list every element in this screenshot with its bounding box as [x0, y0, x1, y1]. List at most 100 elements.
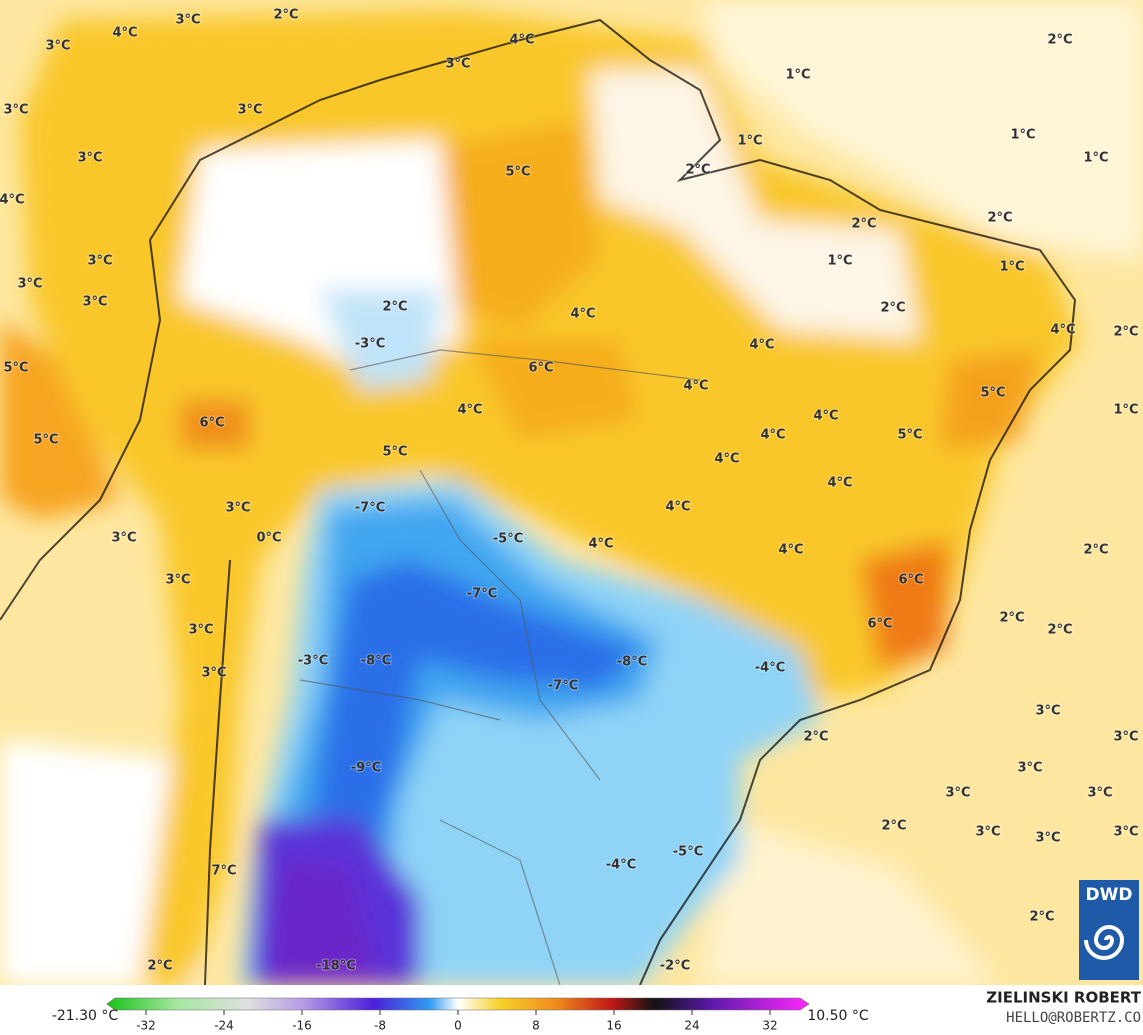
temperature-label: 4°C	[778, 543, 803, 558]
temperature-label: -18°C	[316, 959, 356, 974]
temperature-label: 1°C	[785, 68, 810, 83]
colorbar-tick-label: -16	[292, 1019, 312, 1033]
temperature-label: 2°C	[999, 611, 1024, 626]
temperature-label: 2°C	[881, 819, 906, 834]
temperature-label: 3°C	[1087, 786, 1112, 801]
temperature-label: 4°C	[683, 379, 708, 394]
temperature-label: 2°C	[803, 730, 828, 745]
colorbar-ticks: -32 -24 -16 -8 0 8 16 24 32	[136, 1010, 778, 1033]
colorbar-tick-label: 24	[684, 1019, 699, 1033]
temperature-label: 2°C	[851, 217, 876, 232]
colorbar-max-label: 10.50 °C	[807, 1008, 869, 1024]
temperature-label: 3°C	[165, 573, 190, 588]
temperature-label: 3°C	[87, 254, 112, 269]
temperature-label: 2°C	[1113, 325, 1138, 340]
temperature-label: 5°C	[33, 433, 58, 448]
temperature-label: 6°C	[528, 361, 553, 376]
colorbar-tick-label: 0	[454, 1019, 462, 1033]
temperature-label: -4°C	[606, 858, 636, 873]
temperature-label: 2°C	[1047, 623, 1072, 638]
colorbar-tick-label: 16	[606, 1019, 621, 1033]
temperature-label: 3°C	[175, 13, 200, 28]
temperature-label: 4°C	[714, 452, 739, 467]
temperature-label: 6°C	[898, 573, 923, 588]
temperature-label: 0°C	[256, 531, 281, 546]
temperature-label: 5°C	[505, 165, 530, 180]
temperature-label: 1°C	[1083, 151, 1108, 166]
temperature-label: 4°C	[588, 537, 613, 552]
temperature-label: -7°C	[467, 587, 497, 602]
temperature-label: 4°C	[112, 26, 137, 41]
temperature-label: -3°C	[355, 337, 385, 352]
temperature-label: 3°C	[945, 786, 970, 801]
temperature-label: -4°C	[755, 661, 785, 676]
temperature-label: 7°C	[211, 864, 236, 879]
temperature-label: -9°C	[351, 761, 381, 776]
temperature-label: -2°C	[660, 959, 690, 974]
temperature-label: -8°C	[617, 655, 647, 670]
temperature-label: 3°C	[111, 531, 136, 546]
temperature-label: 4°C	[570, 307, 595, 322]
temperature-label: 4°C	[827, 476, 852, 491]
temperature-label: 5°C	[980, 386, 1005, 401]
temperature-label: 4°C	[665, 500, 690, 515]
temperature-label: 3°C	[1113, 825, 1138, 840]
temperature-label: 2°C	[1047, 33, 1072, 48]
temperature-label: 3°C	[82, 295, 107, 310]
temperature-label: 2°C	[685, 163, 710, 178]
colorbar-tick-label: -32	[136, 1019, 156, 1033]
temperature-label: 4°C	[760, 428, 785, 443]
colorbar-tick-label: 32	[762, 1019, 777, 1033]
temperature-label: -8°C	[361, 654, 391, 669]
temperature-label: 1°C	[1010, 128, 1035, 143]
temperature-label: 3°C	[45, 39, 70, 54]
temperature-label: -5°C	[493, 532, 523, 547]
temperature-label: 3°C	[77, 151, 102, 166]
temperature-label: -7°C	[355, 501, 385, 516]
temperature-label: 4°C	[749, 338, 774, 353]
temperature-label: 2°C	[1083, 543, 1108, 558]
temperature-label: 3°C	[17, 277, 42, 292]
colorbar-tick-label: -8	[374, 1019, 386, 1033]
temperature-label: 4°C	[1050, 323, 1075, 338]
temperature-label: 3°C	[1017, 761, 1042, 776]
temperature-label: 4°C	[813, 409, 838, 424]
temperature-labels: 3°C 2°C 3°C 4°C 4°C 3°C 2°C 1°C 3°C 3°C 1°C 1°C 3°C 1…	[0, 7, 1140, 975]
temperature-label: 3°C	[237, 103, 262, 118]
temperature-label: 5°C	[897, 428, 922, 443]
temperature-label: 6°C	[199, 416, 224, 431]
temperature-label: 1°C	[999, 260, 1024, 275]
temperature-label: 3°C	[1035, 831, 1060, 846]
email: HELLO@ROBERTZ.CO	[1006, 1010, 1141, 1026]
temperature-label: 3°C	[3, 103, 28, 118]
colorbar-min-label: -21.30 °C	[52, 1008, 119, 1024]
temperature-label: 3°C	[201, 666, 226, 681]
temperature-label: 1°C	[1113, 403, 1138, 418]
temperature-label: 3°C	[188, 623, 213, 638]
temperature-label: 2°C	[273, 8, 298, 23]
temperature-label: 2°C	[987, 211, 1012, 226]
author: ZIELINSKI ROBERT	[986, 989, 1141, 1007]
temperature-label: -3°C	[298, 654, 328, 669]
temperature-label: -7°C	[548, 679, 578, 694]
colorbar-tick-label: -24	[214, 1019, 234, 1033]
temperature-label: 4°C	[457, 403, 482, 418]
temperature-label: 5°C	[3, 361, 28, 376]
temperature-label: 6°C	[867, 617, 892, 632]
temperature-label: 1°C	[827, 254, 852, 269]
colorbar-tick-label: 8	[532, 1019, 540, 1033]
temperature-label: 3°C	[225, 501, 250, 516]
temperature-label: 2°C	[880, 301, 905, 316]
temperature-label: 3°C	[1113, 730, 1138, 745]
temperature-label: 3°C	[445, 57, 470, 72]
temperature-label: 2°C	[382, 300, 407, 315]
temperature-label: 3°C	[1035, 704, 1060, 719]
temperature-label: 2°C	[1029, 910, 1054, 925]
temperature-label: 3°C	[975, 825, 1000, 840]
temperature-label: 4°C	[0, 193, 25, 208]
temperature-label: 4°C	[509, 33, 534, 48]
dwd-logo: DWD	[1079, 880, 1139, 980]
temperature-label: 1°C	[737, 134, 762, 149]
temperature-label: -5°C	[673, 845, 703, 860]
